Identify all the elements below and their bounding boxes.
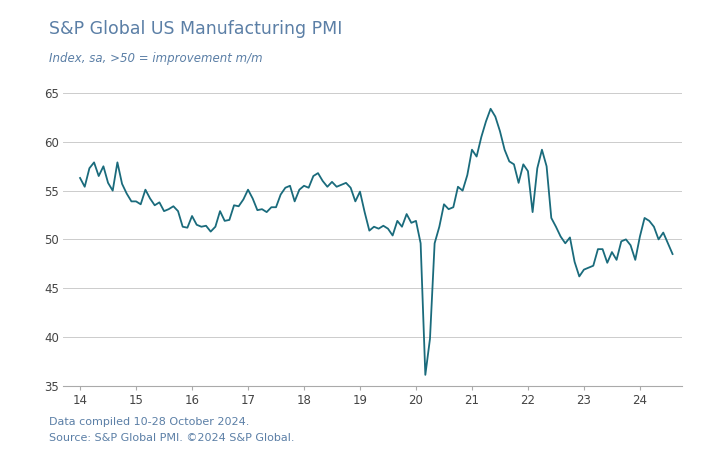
Text: Index, sa, >50 = improvement m/m: Index, sa, >50 = improvement m/m: [49, 52, 263, 65]
Text: S&P Global US Manufacturing PMI: S&P Global US Manufacturing PMI: [49, 20, 342, 38]
Text: Data compiled 10-28 October 2024.: Data compiled 10-28 October 2024.: [49, 417, 250, 427]
Text: Source: S&P Global PMI. ©2024 S&P Global.: Source: S&P Global PMI. ©2024 S&P Global…: [49, 433, 295, 443]
